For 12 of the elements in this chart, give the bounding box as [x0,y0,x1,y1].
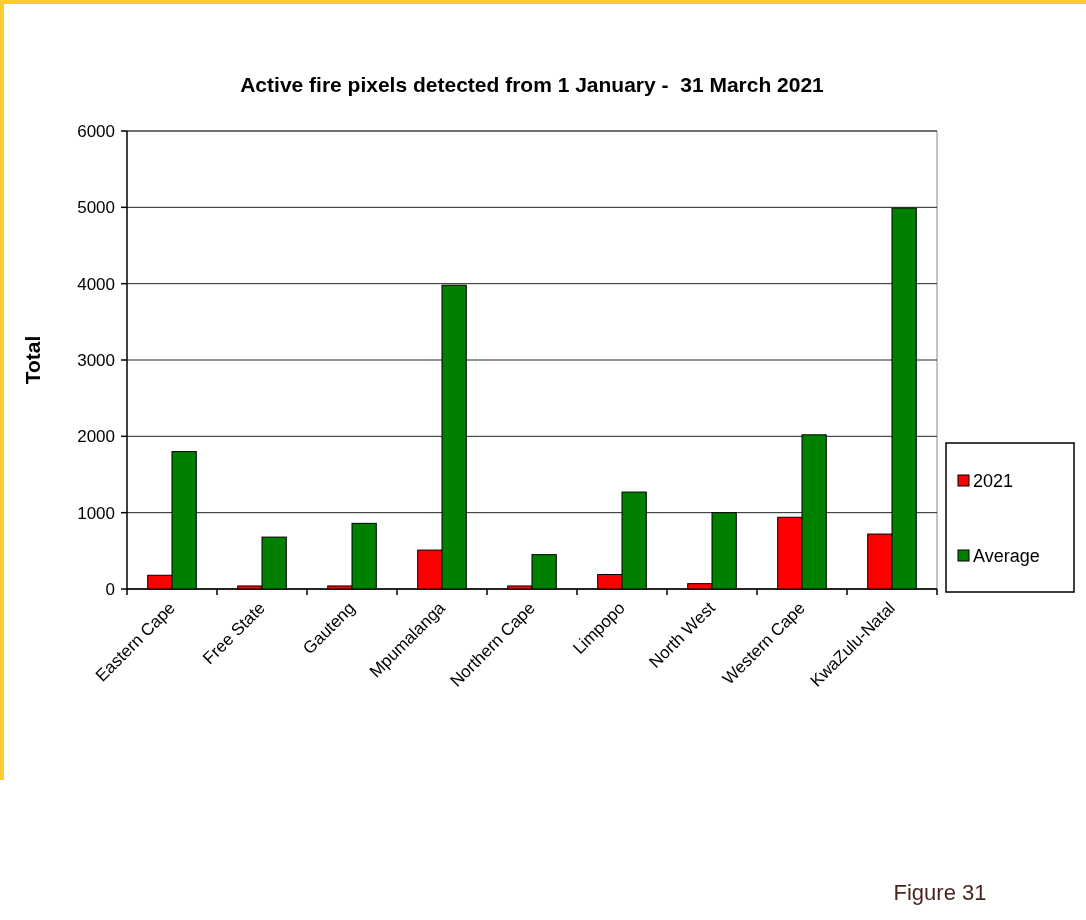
legend-label: Average [973,546,1040,567]
y-tick-label: 6000 [77,121,115,141]
y-tick-label: 4000 [77,274,115,294]
chart-title: Active fire pixels detected from 1 January - 31 March 2021 [240,73,825,96]
caption: Figure 31 [893,880,987,905]
y-tick-label: 2000 [77,427,115,447]
legend-label: 2021 [973,471,1014,492]
y-tick-label: 1000 [77,503,115,523]
y-tick-label: 0 [105,579,115,599]
y-tick-label: 5000 [77,198,115,218]
y-axis-title: Total [21,335,44,385]
y-tick-label: 3000 [77,350,115,370]
